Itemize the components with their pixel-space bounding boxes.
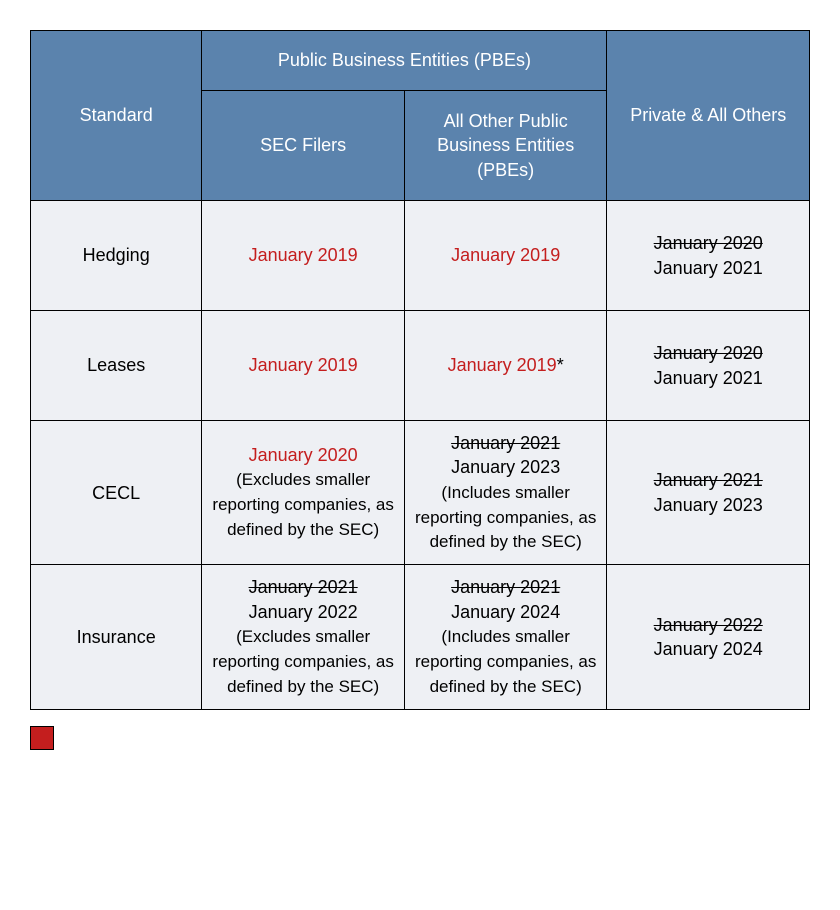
cell-hedging-sec: January 2019 (202, 201, 405, 311)
cell-cecl-other-pbe: January 2021 January 2023 (Includes smal… (404, 421, 607, 565)
date-text: January 2020 (249, 445, 358, 465)
old-date-text: January 2021 (451, 577, 560, 597)
col-header-standard: Standard (31, 31, 202, 201)
cell-cecl-private: January 2021 January 2023 (607, 421, 810, 565)
row-label-cecl: CECL (31, 421, 202, 565)
new-date-text: January 2021 (654, 258, 763, 278)
date-text: January 2019 (249, 355, 358, 375)
cell-hedging-private: January 2020 January 2021 (607, 201, 810, 311)
table-body: Hedging January 2019 January 2019 Januar… (31, 201, 810, 710)
cell-leases-other-pbe: January 2019* (404, 311, 607, 421)
new-date-text: January 2024 (654, 639, 763, 659)
legend-red-box (30, 726, 54, 750)
note-text: (Excludes smaller reporting companies, a… (212, 627, 393, 696)
note-text: (Excludes smaller reporting companies, a… (212, 470, 393, 539)
old-date-text: January 2022 (654, 615, 763, 635)
note-text: (Includes smaller reporting companies, a… (415, 627, 596, 696)
old-date-text: January 2020 (654, 233, 763, 253)
table-header: Standard Public Business Entities (PBEs)… (31, 31, 810, 201)
table-row: Hedging January 2019 January 2019 Januar… (31, 201, 810, 311)
asterisk: * (557, 355, 564, 375)
cell-cecl-sec: January 2020 (Excludes smaller reporting… (202, 421, 405, 565)
note-text: (Includes smaller reporting companies, a… (415, 483, 596, 552)
new-date-text: January 2023 (654, 495, 763, 515)
cell-leases-private: January 2020 January 2021 (607, 311, 810, 421)
old-date-text: January 2021 (654, 470, 763, 490)
table-row: Insurance January 2021 January 2022 (Exc… (31, 565, 810, 709)
cell-insurance-private: January 2022 January 2024 (607, 565, 810, 709)
table-row: CECL January 2020 (Excludes smaller repo… (31, 421, 810, 565)
col-header-pbe-group: Public Business Entities (PBEs) (202, 31, 607, 91)
date-text: January 2019 (249, 245, 358, 265)
date-text: January 2019 (451, 245, 560, 265)
table-row: Leases January 2019 January 2019* Januar… (31, 311, 810, 421)
new-date-text: January 2021 (654, 368, 763, 388)
cell-insurance-other-pbe: January 2021 January 2024 (Includes smal… (404, 565, 607, 709)
new-date-text: January 2022 (249, 602, 358, 622)
new-date-text: January 2024 (451, 602, 560, 622)
col-header-sec-filers: SEC Filers (202, 91, 405, 201)
row-label-hedging: Hedging (31, 201, 202, 311)
row-label-leases: Leases (31, 311, 202, 421)
row-label-insurance: Insurance (31, 565, 202, 709)
col-header-private: Private & All Others (607, 31, 810, 201)
date-text: January 2019 (448, 355, 557, 375)
old-date-text: January 2020 (654, 343, 763, 363)
standards-effective-dates-table: Standard Public Business Entities (PBEs)… (30, 30, 810, 710)
cell-insurance-sec: January 2021 January 2022 (Excludes smal… (202, 565, 405, 709)
col-header-all-other-pbe: All Other Public Business Entities (PBEs… (404, 91, 607, 201)
new-date-text: January 2023 (451, 457, 560, 477)
cell-hedging-other-pbe: January 2019 (404, 201, 607, 311)
old-date-text: January 2021 (451, 433, 560, 453)
old-date-text: January 2021 (249, 577, 358, 597)
cell-leases-sec: January 2019 (202, 311, 405, 421)
